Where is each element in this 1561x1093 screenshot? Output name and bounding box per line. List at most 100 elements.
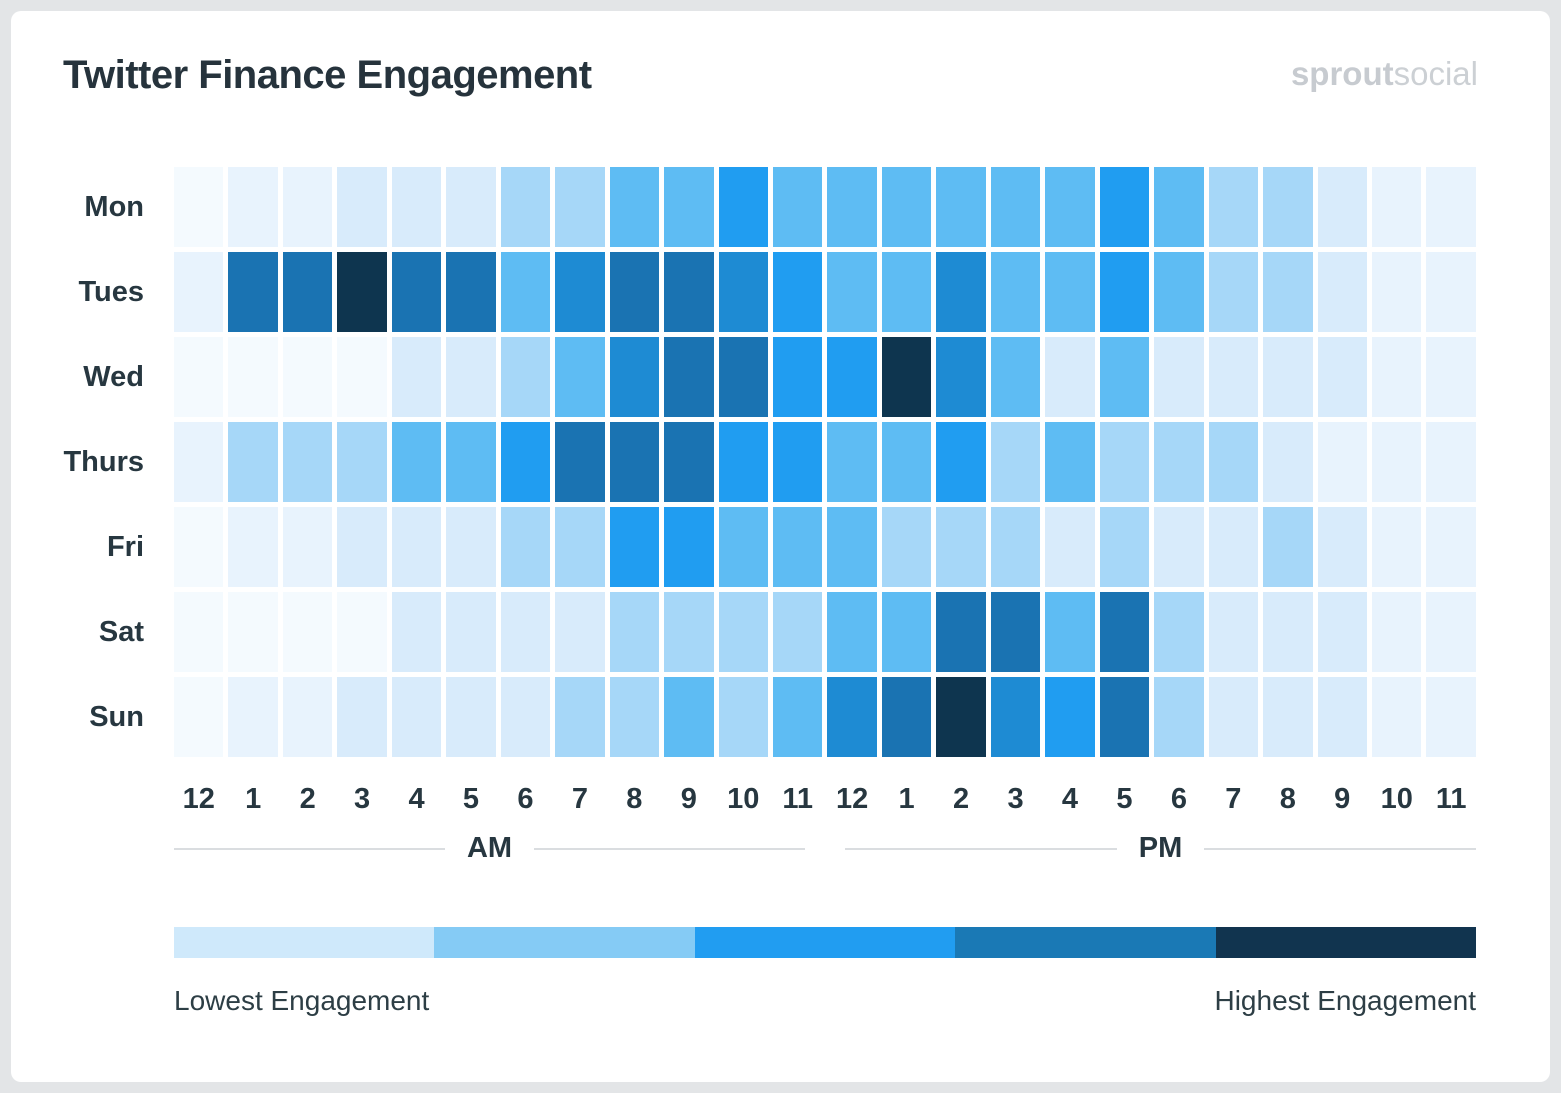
- heatmap-chart: Mon Tues Wed Thurs Fri Sat Sun 12 1 2 3 4 5 6 7 8 9 10 11…: [24, 167, 1476, 865]
- heatmap-cell: [1263, 337, 1313, 417]
- day-label: Mon: [84, 190, 144, 223]
- heatmap-cell: [1208, 507, 1259, 587]
- heatmap-cell: [282, 167, 333, 247]
- heatmap-cell: [936, 337, 986, 417]
- chart-title: Twitter Finance Engagement: [63, 53, 592, 97]
- heatmap-cell: [772, 337, 823, 417]
- heatmap-cell: [718, 167, 768, 247]
- day-label: Thurs: [63, 445, 144, 478]
- heatmap-cell: [936, 592, 986, 672]
- heatmap-row: Thurs: [24, 422, 1476, 502]
- heatmap-cell: [391, 252, 442, 332]
- heatmap-cell: [391, 677, 442, 757]
- heatmap-cell: [1154, 252, 1204, 332]
- heatmap-cell: [1099, 422, 1150, 502]
- heatmap-cell: [500, 677, 551, 757]
- heatmap-cell: [1099, 337, 1150, 417]
- heatmap-cell: [1426, 592, 1476, 672]
- am-label: AM: [466, 832, 513, 864]
- heatmap-cell: [1317, 507, 1367, 587]
- hour-label: 9: [1334, 783, 1351, 815]
- am-rule-left: [174, 847, 445, 850]
- heatmap-cell: [337, 592, 387, 672]
- heatmap-cell: [1426, 422, 1476, 502]
- hour-label: 2: [953, 783, 970, 815]
- hour-label: 1: [898, 783, 915, 815]
- heatmap-cell: [664, 337, 714, 417]
- heatmap-cell: [1371, 677, 1422, 757]
- heatmap-cell: [500, 167, 551, 247]
- hour-label: 7: [571, 783, 588, 815]
- heatmap-cell: [772, 677, 823, 757]
- heatmap-cell: [1426, 337, 1476, 417]
- heatmap-cell: [1045, 167, 1095, 247]
- heatmap-cell: [1154, 337, 1204, 417]
- heatmap-cell: [555, 422, 605, 502]
- heatmap-cell: [282, 422, 333, 502]
- heatmap-cell: [990, 592, 1041, 672]
- heatmap-cell: [1317, 252, 1367, 332]
- heatmap-cell: [1099, 677, 1150, 757]
- pm-rule-right: [1204, 847, 1476, 850]
- pm-label: PM: [1138, 832, 1183, 864]
- heatmap-cell: [609, 337, 660, 417]
- heatmap-cell: [881, 252, 932, 332]
- heatmap-cell: [337, 252, 387, 332]
- heatmap-cell: [1208, 252, 1259, 332]
- hour-label: 5: [1116, 783, 1133, 815]
- heatmap-cell: [718, 337, 768, 417]
- heatmap-cell: [936, 167, 986, 247]
- heatmap-cell: [827, 592, 877, 672]
- heatmap-cell: [1045, 337, 1095, 417]
- heatmap-cell: [337, 167, 387, 247]
- heatmap-cell: [718, 677, 768, 757]
- hour-label: 11: [782, 783, 814, 815]
- heatmap-cell: [555, 592, 605, 672]
- heatmap-cell: [555, 507, 605, 587]
- heatmap-row: Mon: [24, 167, 1476, 247]
- heatmap-row: Wed: [24, 337, 1476, 417]
- heatmap-cell: [1317, 422, 1367, 502]
- hour-label: 7: [1225, 783, 1242, 815]
- heatmap-cell: [881, 592, 932, 672]
- heatmap-cell: [1263, 422, 1313, 502]
- hour-label: 5: [462, 783, 480, 815]
- day-label: Wed: [83, 360, 144, 393]
- heatmap-cell: [555, 167, 605, 247]
- heatmap-cell: [881, 167, 932, 247]
- heatmap-cell: [174, 507, 224, 587]
- heatmap-cell: [228, 167, 278, 247]
- heatmap-cell: [1371, 252, 1422, 332]
- day-label: Sun: [89, 700, 144, 733]
- heatmap-cell: [174, 677, 224, 757]
- heatmap-cell: [664, 507, 714, 587]
- heatmap-grid: Mon Tues Wed Thurs Fri Sat Sun: [24, 167, 1476, 757]
- heatmap-cell: [772, 592, 823, 672]
- chart-card: Twitter Finance Engagement sproutsocial …: [11, 11, 1550, 1082]
- hour-label: 1: [245, 783, 262, 815]
- heatmap-cell: [1317, 167, 1367, 247]
- heatmap-cell: [664, 167, 714, 247]
- hour-label: 8: [626, 783, 643, 815]
- heatmap-cell: [881, 422, 932, 502]
- heatmap-cell: [936, 677, 986, 757]
- heatmap-row: Sun: [24, 677, 1476, 757]
- hour-axis: 12 1 2 3 4 5 6 7 8 9 10 11 12 1 2 3 4 5 6 7 8 9 10 11: [24, 783, 1476, 816]
- heatmap-cell: [772, 252, 823, 332]
- heatmap-cell: [609, 422, 660, 502]
- heatmap-cell: [772, 167, 823, 247]
- heatmap-cell: [1317, 592, 1367, 672]
- heatmap-cell: [827, 252, 877, 332]
- heatmap-cell: [174, 422, 224, 502]
- heatmap-cell: [1426, 167, 1476, 247]
- heatmap-cell: [881, 677, 932, 757]
- heatmap-cell: [718, 252, 768, 332]
- heatmap-cell: [446, 507, 496, 587]
- hour-label: 11: [1435, 783, 1467, 815]
- legend-lowest-label: Lowest Engagement: [174, 985, 430, 1016]
- hour-label: 2: [299, 783, 316, 815]
- heatmap-cell: [1371, 592, 1422, 672]
- heatmap-cell: [1099, 507, 1150, 587]
- heatmap-cell: [282, 507, 333, 587]
- heatmap-cell: [609, 677, 660, 757]
